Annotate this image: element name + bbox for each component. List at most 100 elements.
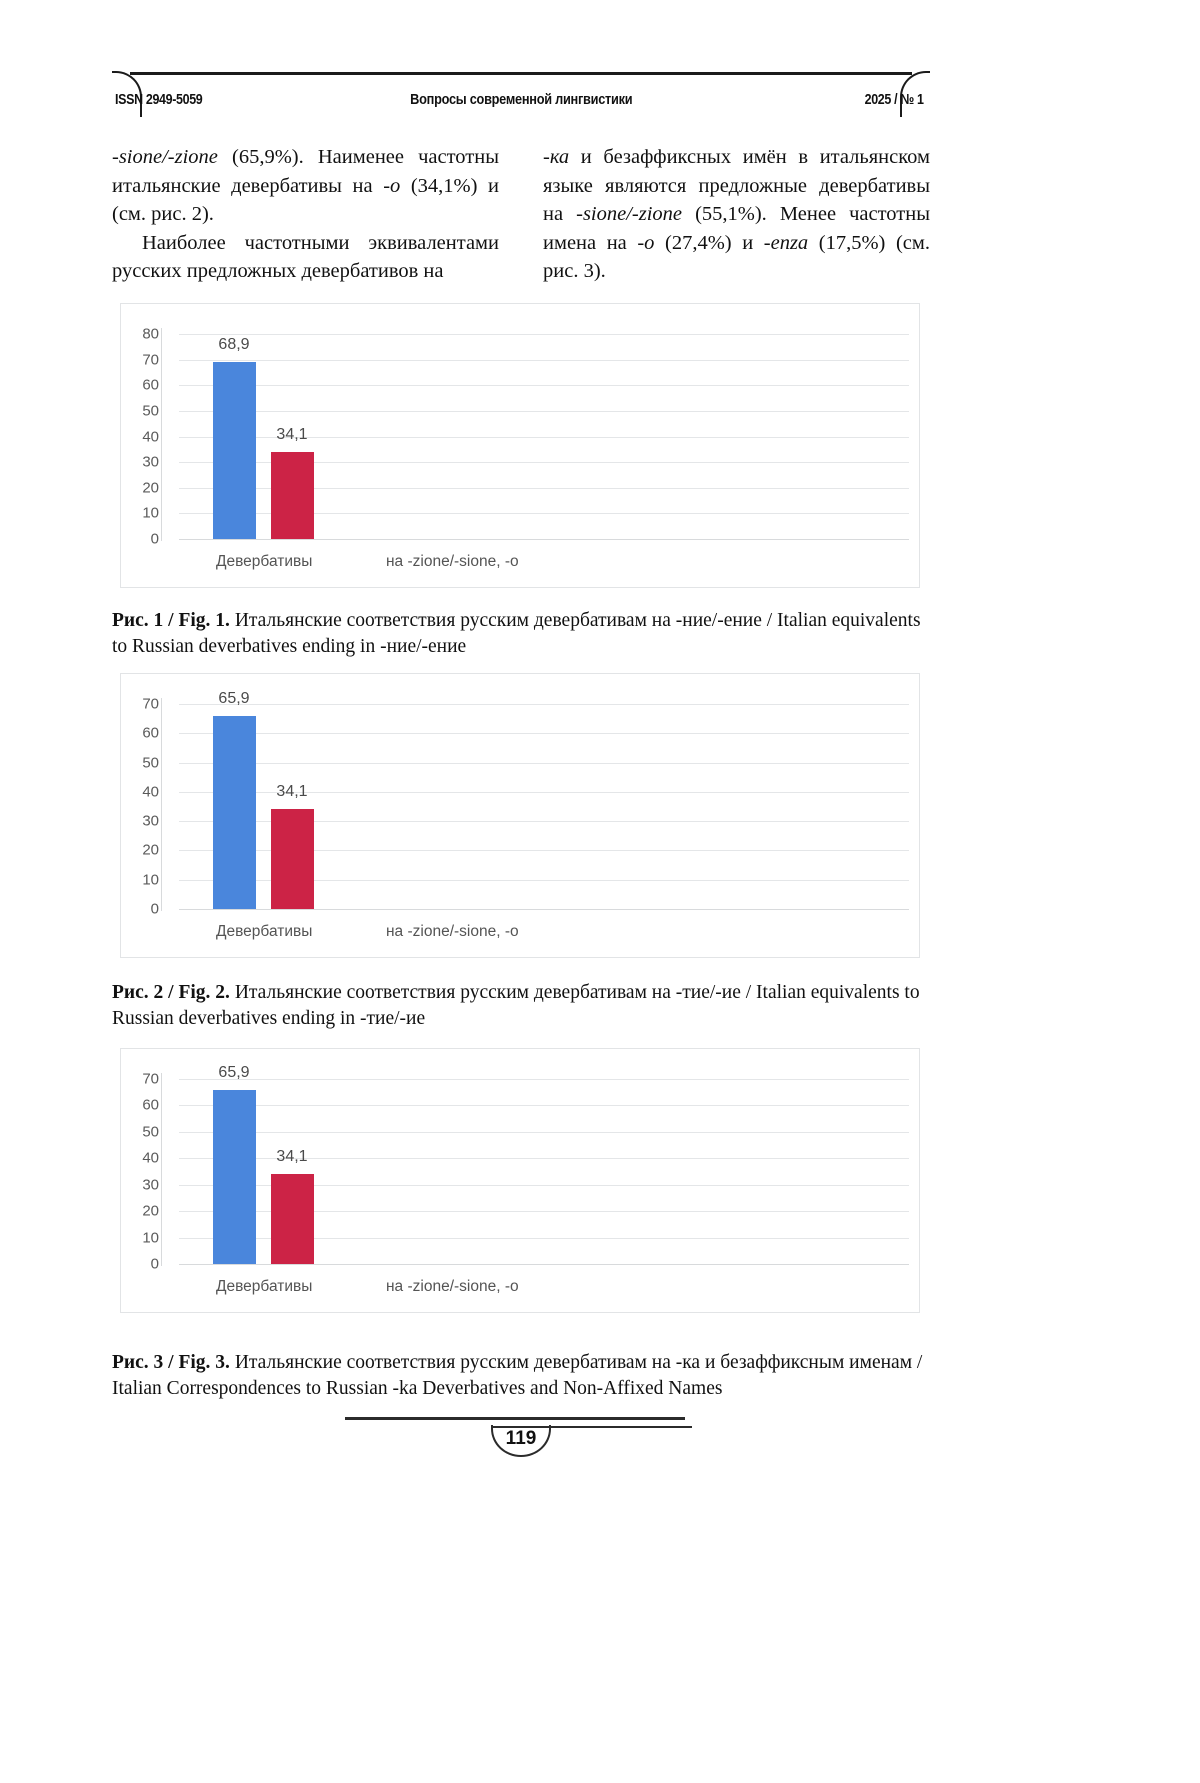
italic-term: -o: [383, 174, 401, 197]
gridline: [179, 791, 909, 793]
y-axis-tick-label: 0: [150, 530, 159, 548]
y-axis-tick-label: 50: [142, 754, 159, 772]
y-axis-tick-label: 40: [142, 428, 159, 445]
caption-text: Итальянские соответствия русским деверба…: [112, 1352, 923, 1399]
category-label: Девербативы: [216, 923, 313, 940]
left-column-paragraph: Наиболее частотными эквивалентами русски…: [112, 229, 499, 286]
journal-title-text: Вопросы современной лингвистики: [409, 92, 633, 108]
plot-area: 0 10 20 30 40 50 60 70 65,9 34,1 Девербативы на -zi…: [121, 1049, 919, 1312]
gridline: [179, 436, 909, 438]
gridline: [179, 539, 909, 540]
gridline: [179, 879, 909, 881]
text-run: Наиболее частотными эквивалентами русски…: [112, 231, 499, 283]
y-axis-tick-label: 10: [142, 871, 159, 889]
left-column-paragraph: -sione/-zione (65,9%). Наименее частотны…: [112, 143, 499, 229]
plot-area: 0 10 20 30 40 50 60 70 65,9 34,1 Девербативы на -zi…: [121, 674, 919, 957]
category-label: на -zione/-sione, -о: [386, 923, 519, 940]
y-axis-line: [161, 698, 162, 911]
gridline: [179, 762, 909, 764]
y-axis-tick-label: 30: [142, 812, 159, 830]
gridline: [179, 334, 909, 335]
caption-text: Итальянские соответствия русским деверба…: [112, 982, 920, 1029]
gridline: [179, 487, 909, 489]
y-axis-tick-label: 70: [142, 1070, 159, 1088]
journal-title: Вопросы современной лингвистики: [112, 92, 930, 108]
y-axis-tick-label: 50: [142, 402, 159, 420]
gridline: [179, 513, 909, 515]
bar-value-label: 68,9: [218, 336, 250, 354]
italic-term: -o: [637, 231, 655, 254]
y-axis-tick-label: 50: [142, 1123, 159, 1141]
category-label: Девербативы: [216, 553, 313, 570]
gridline: [179, 733, 909, 735]
y-axis-tick-label: 10: [142, 504, 159, 522]
bar-2: [271, 809, 314, 909]
issue-label: 2025 / № 1: [864, 92, 924, 108]
gridline: [179, 821, 909, 823]
bar-value-label: 65,9: [218, 1063, 250, 1081]
category-label: Девербативы: [216, 1278, 313, 1295]
text-run: (34,1%) и (см. рис. 2).: [112, 174, 499, 226]
gridline: [179, 704, 909, 705]
caption-number: Рис. 3 / Fig. 3.: [112, 1352, 230, 1373]
y-axis-tick-label: 20: [142, 841, 159, 859]
italic-term: -ка: [543, 146, 570, 168]
figure-1-chart: 0 10 20 30 40 50 60 70 80 68,9 34,1 Девербативы на -…: [120, 303, 920, 588]
y-axis-tick-label: 30: [142, 453, 159, 471]
running-head-right-curve: [900, 71, 930, 117]
page-footer: 119: [0, 1415, 1200, 1505]
figure-1-caption: Рис. 1 / Fig. 1. Итальянские соответстви…: [112, 608, 930, 660]
footer-rule-short: [492, 1426, 692, 1428]
bar-1: [213, 716, 256, 909]
caption-number: Рис. 1 / Fig. 1.: [112, 610, 230, 631]
y-axis-tick-label: 30: [142, 1176, 159, 1194]
gridline: [179, 462, 909, 464]
text-run: (65,9%). Наименее частотны итальянские д…: [112, 146, 499, 197]
bar-2: [271, 451, 314, 539]
bar-value-label: 34,1: [276, 783, 308, 801]
y-axis-tick-label: 60: [142, 724, 159, 742]
right-column-paragraph: -ка и безаффиксных имён в итальянском яз…: [543, 143, 930, 286]
text-run: (17,5%) (см. рис. 3).: [543, 231, 930, 283]
gridline: [179, 410, 909, 412]
y-axis-tick-label: 10: [142, 1229, 159, 1247]
caption-text: Итальянские соответствия русским деверба…: [112, 610, 921, 657]
plot-area: 0 10 20 30 40 50 60 70 80 68,9 34,1 Девербативы на -…: [121, 304, 919, 587]
gridline: [179, 1105, 909, 1107]
gridline: [179, 1264, 909, 1265]
running-head-rule: [130, 72, 912, 75]
category-label: на -zione/-sione, -о: [386, 1278, 519, 1295]
y-axis-line: [161, 1073, 162, 1266]
body-column-right: -ка и безаффиксных имён в итальянском яз…: [543, 143, 930, 286]
body-columns: -sione/-zione (65,9%). Наименее частотны…: [112, 143, 930, 286]
issn-label: ISSN 2949-5059: [115, 92, 203, 108]
figure-3-caption: Рис. 3 / Fig. 3. Итальянские соответстви…: [112, 1350, 930, 1402]
italic-term: -sione/-zione: [112, 146, 218, 168]
gridline: [179, 359, 909, 361]
gridline: [179, 1237, 909, 1239]
y-axis-tick-label: 40: [142, 783, 159, 801]
bar-value-label: 65,9: [218, 690, 250, 707]
text-run: (55,1%). Менее частотны имена на: [543, 203, 930, 254]
italic-term: -enza: [763, 231, 809, 254]
body-column-left: -sione/-zione (65,9%). Наименее частотны…: [112, 143, 499, 286]
bar-1: [213, 1089, 256, 1264]
y-axis-tick-label: 40: [142, 1149, 159, 1167]
text-run: и безаффиксных имён в итальянском языке …: [543, 146, 930, 226]
y-axis-tick-label: 20: [142, 479, 159, 497]
y-axis-tick-label: 60: [142, 376, 159, 394]
gridline: [179, 1131, 909, 1133]
footer-rule-long: [345, 1417, 685, 1420]
y-axis-tick-label: 0: [150, 1255, 159, 1273]
gridline: [179, 1184, 909, 1186]
bar-value-label: 34,1: [276, 425, 308, 443]
y-axis-tick-label: 70: [142, 695, 159, 713]
y-axis-tick-label: 60: [142, 1096, 159, 1114]
italic-term: -sione/-zione: [576, 203, 683, 226]
gridline: [179, 909, 909, 910]
figure-2-chart: 0 10 20 30 40 50 60 70 65,9 34,1 Девербативы на -zi…: [120, 673, 920, 958]
text-run: (27,4%) и: [654, 231, 764, 254]
bar-2: [271, 1173, 314, 1264]
gridline: [179, 1079, 909, 1080]
